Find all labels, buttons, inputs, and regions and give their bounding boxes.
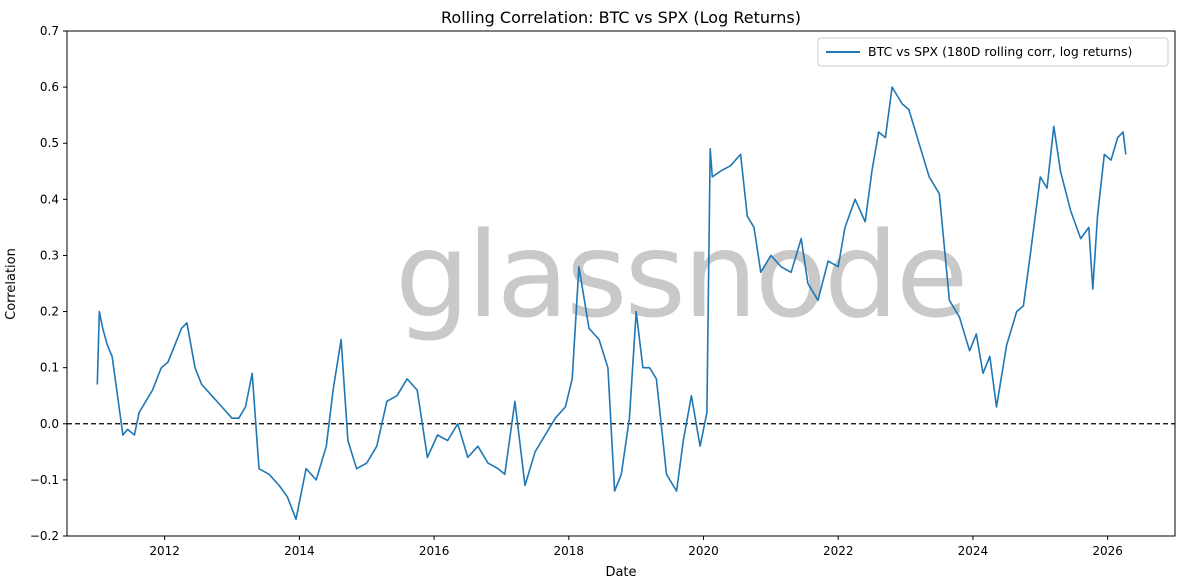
y-axis-label: Correlation [4, 248, 19, 320]
x-tick-label: 2016 [419, 544, 450, 558]
y-tick-label: 0.5 [40, 136, 59, 150]
x-tick-label: 2026 [1092, 544, 1123, 558]
x-axis-ticks: 2012 2014 2016 2018 2020 2022 2024 2026 [149, 536, 1123, 558]
x-tick-label: 2018 [554, 544, 585, 558]
series-layer [96, 86, 1127, 521]
series-line-btc-vs-spx [96, 86, 1127, 521]
y-tick-label: 0.2 [40, 305, 59, 319]
x-tick-label: 2022 [823, 544, 854, 558]
chart-title: Rolling Correlation: BTC vs SPX (Log Ret… [441, 8, 801, 27]
x-tick-label: 2012 [149, 544, 180, 558]
y-tick-label: −0.1 [30, 473, 59, 487]
legend-box [817, 37, 1169, 67]
y-tick-label: 0.4 [40, 192, 59, 206]
x-tick-label: 2014 [284, 544, 315, 558]
x-tick-label: 2020 [688, 544, 719, 558]
x-tick-label: 2024 [958, 544, 989, 558]
legend-entry-label: BTC vs SPX (180D rolling corr, log retur… [868, 44, 1132, 59]
x-axis-label: Date [605, 565, 636, 580]
y-tick-label: 0.7 [40, 24, 59, 38]
y-tick-label: 0.3 [40, 248, 59, 262]
plot-frame [66, 30, 1176, 537]
y-tick-label: 0.6 [40, 80, 59, 94]
y-tick-label: −0.2 [30, 529, 59, 543]
legend: BTC vs SPX (180D rolling corr, log retur… [817, 37, 1169, 67]
glassnode-watermark: glassnode [395, 206, 965, 344]
y-axis-ticks: −0.2 −0.1 0.0 0.1 0.2 0.3 0.4 0.5 0.6 0.7 [30, 24, 67, 543]
y-tick-label: 0.0 [40, 417, 59, 431]
y-tick-label: 0.1 [40, 361, 59, 375]
